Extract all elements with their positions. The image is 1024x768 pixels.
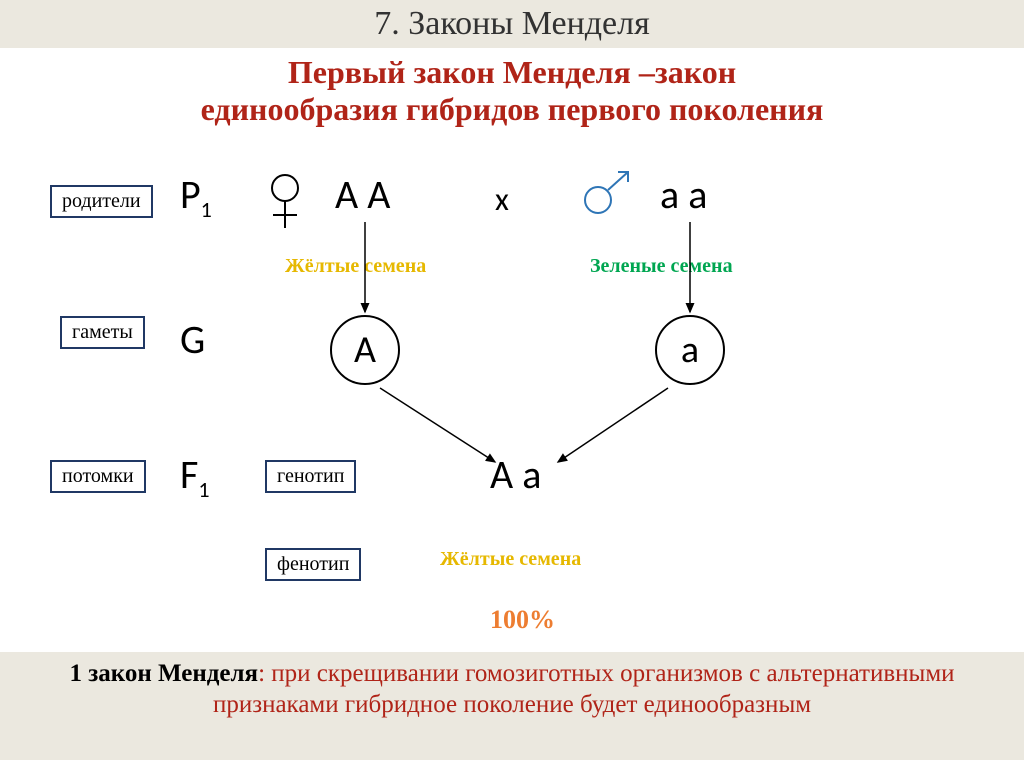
- genotype-offspring: А а: [490, 450, 541, 499]
- female-symbol-icon: [272, 175, 298, 228]
- symbol-F-sub: 1: [198, 476, 209, 503]
- symbol-F: F: [180, 450, 198, 499]
- gamete-a: а: [681, 327, 699, 373]
- law-body: : при скрещивании гомозиготных организмо…: [213, 660, 955, 718]
- page-title-bar: 7. Законы Менделя: [0, 0, 1024, 48]
- cross-symbol: х: [495, 180, 509, 219]
- caption-yellow-offspring: Жёлтые семена: [440, 548, 581, 571]
- label-gametes: гаметы: [60, 316, 145, 349]
- caption-yellow-seeds: Жёлтые семена: [285, 255, 426, 278]
- symbol-P-sub: 1: [201, 196, 212, 223]
- label-phenotype: фенотип: [265, 548, 361, 581]
- caption-percent: 100%: [490, 605, 555, 635]
- arrow-gameteA-to-F1: [380, 388, 495, 462]
- law-statement-block: 1 закон Менделя: при скрещивании гомозиг…: [0, 652, 1024, 760]
- symbol-P1: P1: [180, 170, 212, 223]
- page-title: 7. Законы Менделя: [374, 5, 650, 43]
- symbol-F1: F1: [180, 450, 210, 503]
- gamete-circle-A: А: [330, 315, 400, 385]
- genotype-male: а а: [660, 170, 707, 219]
- subtitle-line1: Первый закон Менделя –закон: [288, 54, 736, 90]
- arrow-gametea-to-F1: [558, 388, 668, 462]
- subtitle: Первый закон Менделя –закон единообразия…: [0, 54, 1024, 128]
- genotype-female: А А: [335, 170, 390, 219]
- label-parents: родители: [50, 185, 153, 218]
- symbol-G: G: [180, 315, 205, 364]
- law-lead: 1 закон Менделя: [69, 660, 258, 687]
- gamete-circle-a: а: [655, 315, 725, 385]
- subtitle-line2: единообразия гибридов первого поколения: [201, 91, 824, 127]
- label-genotype: генотип: [265, 460, 356, 493]
- caption-green-seeds: Зеленые семена: [590, 255, 733, 278]
- symbol-P: P: [180, 170, 201, 219]
- male-symbol-icon: [585, 172, 628, 213]
- label-offspring: потомки: [50, 460, 146, 493]
- gamete-A: А: [354, 327, 376, 373]
